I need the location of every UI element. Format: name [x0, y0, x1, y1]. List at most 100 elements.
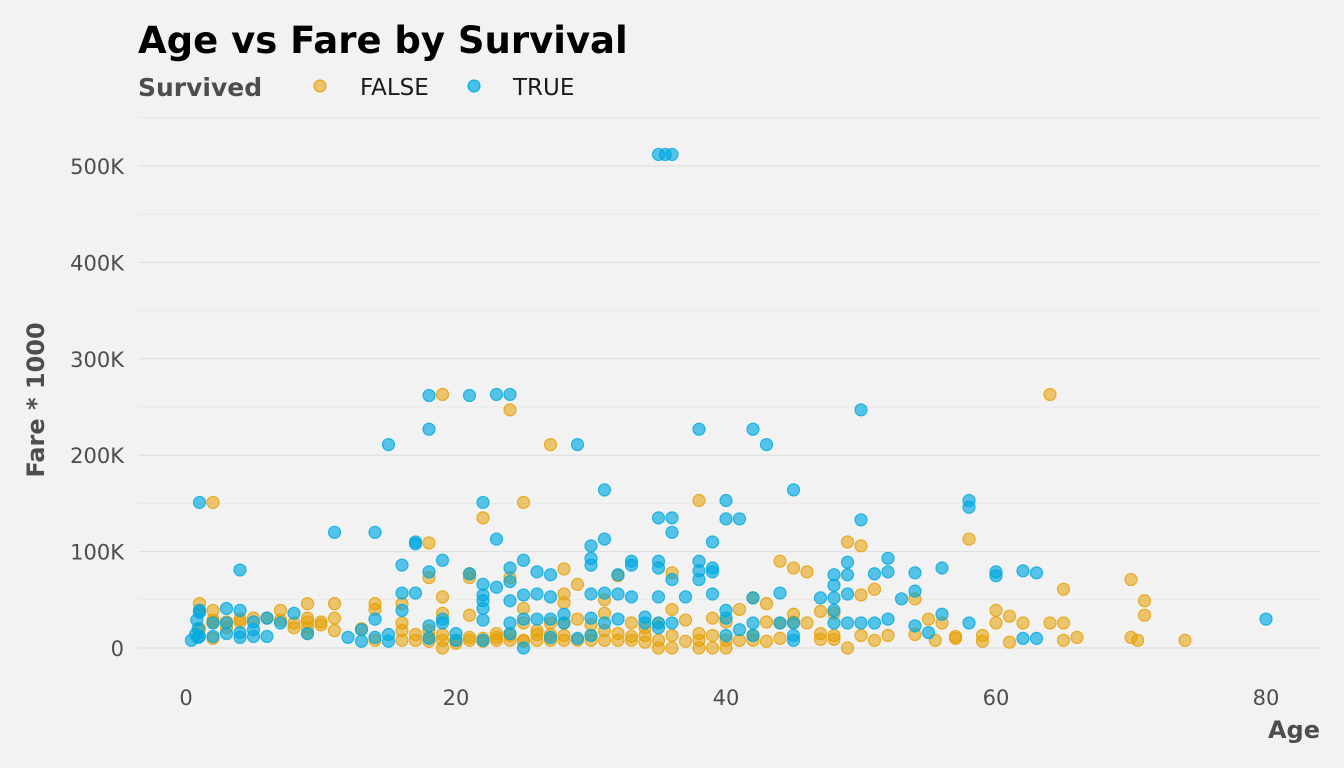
point-true: [408, 537, 423, 551]
point-true: [854, 616, 868, 630]
point-true: [705, 587, 720, 601]
x-tick-label: 80: [1253, 686, 1280, 710]
point-true: [786, 633, 801, 647]
point-true: [597, 483, 612, 497]
point-true: [746, 591, 760, 605]
point-true: [246, 629, 261, 644]
point-true: [381, 437, 396, 452]
point-false: [692, 493, 706, 508]
point-false: [665, 628, 679, 643]
point-true: [530, 612, 544, 626]
point-true: [476, 601, 490, 616]
point-true: [719, 493, 733, 508]
point-true: [219, 601, 234, 616]
x-tick-label: 40: [713, 686, 740, 710]
point-true: [543, 630, 558, 644]
point-true: [881, 612, 895, 626]
point-true: [989, 569, 1003, 583]
x-axis-ticks: 0 20 40 60 80: [179, 686, 1279, 710]
point-true: [219, 616, 234, 630]
point-true: [584, 539, 598, 553]
legend-title: Survived: [138, 73, 262, 102]
point-true: [638, 610, 652, 624]
point-true: [530, 565, 544, 579]
point-true: [840, 616, 855, 630]
point-true: [921, 625, 936, 640]
point-false: [1137, 594, 1152, 608]
point-false: [476, 511, 490, 525]
y-tick-label: 300K: [70, 348, 125, 372]
point-true: [1016, 564, 1030, 578]
point-false: [732, 602, 747, 617]
point-true: [449, 633, 463, 647]
point-true: [881, 551, 895, 565]
point-false: [840, 535, 855, 549]
data-points: [184, 147, 1273, 655]
point-false: [300, 597, 315, 611]
y-tick-label: 100K: [70, 541, 125, 565]
point-true: [516, 612, 531, 626]
y-tick-label: 400K: [70, 251, 125, 275]
point-true: [503, 561, 517, 575]
x-tick-label: 60: [983, 686, 1010, 710]
point-true: [1029, 566, 1044, 580]
point-true: [516, 553, 531, 567]
point-false: [867, 582, 882, 596]
point-true: [435, 553, 450, 567]
point-true: [327, 525, 342, 539]
point-false: [462, 608, 477, 622]
point-false: [678, 634, 693, 648]
point-false: [759, 615, 774, 629]
point-false: [422, 536, 436, 550]
point-false: [840, 641, 855, 655]
point-true: [1029, 631, 1044, 645]
point-true: [233, 563, 247, 577]
point-false: [435, 387, 450, 402]
point-false: [1056, 633, 1071, 647]
point-false: [786, 561, 801, 575]
y-tick-label: 500K: [70, 155, 125, 179]
point-true: [422, 388, 436, 403]
point-false: [854, 539, 868, 553]
point-true: [381, 627, 396, 642]
point-true: [422, 631, 436, 645]
point-true: [935, 561, 949, 575]
point-true: [584, 587, 598, 601]
point-false: [773, 554, 787, 568]
point-false: [651, 641, 666, 655]
point-true: [908, 619, 922, 633]
point-false: [962, 532, 976, 546]
point-true: [773, 616, 787, 630]
point-true: [584, 558, 598, 572]
point-true: [908, 584, 922, 598]
point-true: [1259, 612, 1273, 626]
point-true: [476, 495, 490, 510]
legend-marker-true: [467, 79, 481, 93]
y-tick-label: 200K: [70, 444, 125, 468]
point-true: [773, 586, 787, 600]
point-false: [948, 631, 963, 645]
y-tick-label: 0: [111, 637, 124, 661]
point-true: [746, 616, 760, 630]
point-true: [624, 590, 639, 604]
point-true: [584, 611, 598, 625]
point-false: [503, 403, 517, 417]
point-false: [1043, 387, 1057, 402]
point-false: [705, 628, 720, 643]
point-false: [773, 631, 787, 645]
point-true: [881, 565, 895, 579]
point-true: [840, 555, 855, 569]
point-true: [678, 590, 693, 604]
point-true: [422, 422, 436, 436]
point-false: [705, 611, 720, 625]
point-true: [705, 535, 720, 549]
point-true: [840, 568, 855, 582]
y-axis-ticks: 0 100K 200K 300K 400K 500K: [70, 155, 125, 661]
x-tick-label: 20: [443, 686, 470, 710]
point-false: [557, 587, 571, 601]
point-true: [233, 630, 247, 644]
point-false: [1178, 633, 1192, 647]
point-false: [1070, 630, 1084, 644]
chart-title: Age vs Fare by Survival: [138, 19, 628, 62]
